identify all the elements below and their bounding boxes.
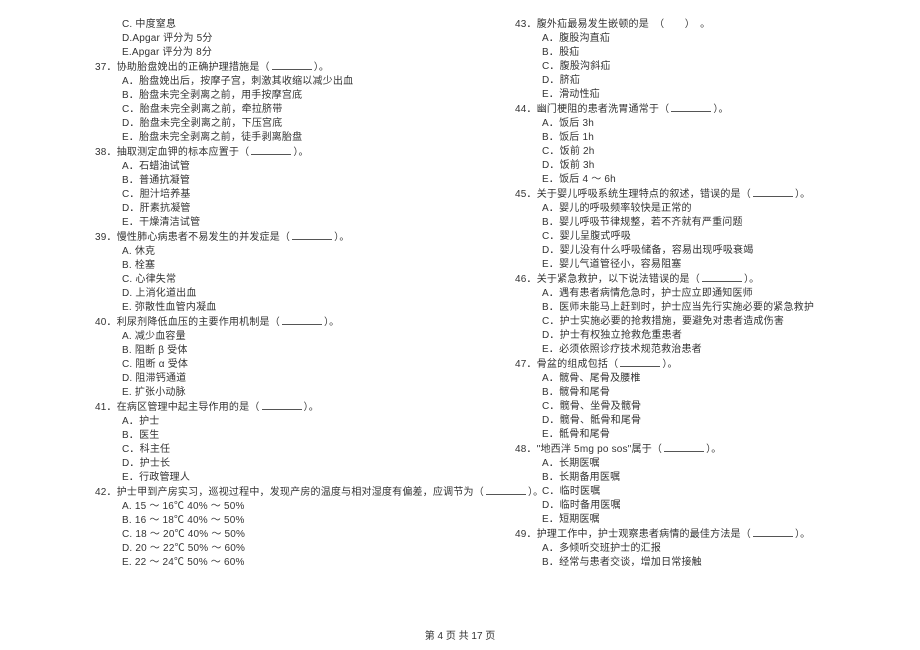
option-line: C. 心律失常 <box>95 273 450 287</box>
option-line: A．胎盘娩出后，按摩子宫，刺激其收缩以减少出血 <box>95 75 450 89</box>
option-line: A. 休克 <box>95 245 450 259</box>
option-line: B．普通抗凝管 <box>95 174 450 188</box>
option-line: B．髋骨和尾骨 <box>515 386 870 400</box>
option-line: D. 20 ～ 22℃ 50% ～ 60% <box>95 542 450 556</box>
option-line: E．骶骨和尾骨 <box>515 428 870 442</box>
question-stem: 45．关于婴儿呼吸系统生理特点的叙述，错误的是（）。 <box>515 187 870 202</box>
question-stem: 40．利尿剂降低血压的主要作用机制是（）。 <box>95 315 450 330</box>
question-stem: 37．协助胎盘娩出的正确护理措施是（）。 <box>95 60 450 75</box>
question-stem: 44．幽门梗阻的患者洗胃通常于（）。 <box>515 102 870 117</box>
option-line: A．多倾听交班护士的汇报 <box>515 542 870 556</box>
option-line: C. 阻断 α 受体 <box>95 358 450 372</box>
left-column: C. 中度窒息D.Apgar 评分为 5分E.Apgar 评分为 8分37．协助… <box>95 18 450 570</box>
answer-blank <box>272 60 312 70</box>
option-line: D．临时备用医嘱 <box>515 499 870 513</box>
option-line: C．腹股沟斜疝 <box>515 60 870 74</box>
answer-blank <box>753 187 793 197</box>
option-line: E．行政管理人 <box>95 471 450 485</box>
option-line: A．护士 <box>95 415 450 429</box>
question-stem: 38．抽取测定血钾的标本应置于（）。 <box>95 145 450 160</box>
option-line: D．胎盘未完全剥离之前，下压宫底 <box>95 117 450 131</box>
option-line: A．遇有患者病情危急时，护士应立即通知医师 <box>515 287 870 301</box>
option-line: E．婴儿气道管径小，容易阻塞 <box>515 258 870 272</box>
answer-blank <box>292 230 332 240</box>
question-stem: 46．关于紧急救护，以下说法错误的是（）。 <box>515 272 870 287</box>
answer-blank <box>620 357 660 367</box>
answer-blank <box>282 315 322 325</box>
option-line: B．股疝 <box>515 46 870 60</box>
option-line: D. 阻滞钙通道 <box>95 372 450 386</box>
question-stem: 49．护理工作中，护士观察患者病情的最佳方法是（）。 <box>515 527 870 542</box>
option-line: C. 中度窒息 <box>95 18 450 32</box>
option-line: D．护士有权独立抢救危重患者 <box>515 329 870 343</box>
option-line: E．短期医嘱 <box>515 513 870 527</box>
option-line: B．医生 <box>95 429 450 443</box>
question-stem: 42．护士甲到产房实习，巡视过程中，发现产房的温度与相对湿度有偏差，应调节为（）… <box>95 485 450 500</box>
option-line: C．髋骨、坐骨及髋骨 <box>515 400 870 414</box>
option-line: B. 栓塞 <box>95 259 450 273</box>
option-line: B．胎盘未完全剥离之前，用手按摩宫底 <box>95 89 450 103</box>
option-line: E．饭后 4 ～ 6h <box>515 173 870 187</box>
option-line: B．医师未能马上赶到时，护士应当先行实施必要的紧急救护 <box>515 301 870 315</box>
option-line: E．必须依照诊疗技术规范救治患者 <box>515 343 870 357</box>
question-stem: 41．在病区管理中起主导作用的是（）。 <box>95 400 450 415</box>
option-line: E.Apgar 评分为 8分 <box>95 46 450 60</box>
question-stem: 39．慢性肺心病患者不易发生的并发症是（）。 <box>95 230 450 245</box>
question-stem: 48．"地西泮 5mg po sos"属于（）。 <box>515 442 870 457</box>
option-line: B. 阻断 β 受体 <box>95 344 450 358</box>
option-line: B. 16 ～ 18℃ 40% ～ 50% <box>95 514 450 528</box>
option-line: C．临时医嘱 <box>515 485 870 499</box>
option-line: C．科主任 <box>95 443 450 457</box>
option-line: E. 扩张小动脉 <box>95 386 450 400</box>
question-stem: 47．骨盆的组成包括（）。 <box>515 357 870 372</box>
option-line: C．饭前 2h <box>515 145 870 159</box>
option-line: C．胎盘未完全剥离之前，牵拉脐带 <box>95 103 450 117</box>
option-line: D．脐疝 <box>515 74 870 88</box>
option-line: D．护士长 <box>95 457 450 471</box>
option-line: C．胆汁培养基 <box>95 188 450 202</box>
answer-blank <box>702 272 742 282</box>
option-line: B．长期备用医嘱 <box>515 471 870 485</box>
option-line: D．髋骨、骶骨和尾骨 <box>515 414 870 428</box>
option-line: C．护士实施必要的抢救措施，要避免对患者造成伤害 <box>515 315 870 329</box>
option-line: C. 18 ～ 20℃ 40% ～ 50% <box>95 528 450 542</box>
right-column: 43．腹外疝最易发生嵌顿的是 （ ） 。A．腹股沟直疝B．股疝C．腹股沟斜疝D．… <box>515 18 870 570</box>
page-footer: 第 4 页 共 17 页 <box>0 627 920 642</box>
option-line: D．饭前 3h <box>515 159 870 173</box>
option-line: E. 弥散性血管内凝血 <box>95 301 450 315</box>
option-line: A. 减少血容量 <box>95 330 450 344</box>
option-line: B．婴儿呼吸节律规整，若不齐就有严重问题 <box>515 216 870 230</box>
option-line: C．婴儿呈腹式呼吸 <box>515 230 870 244</box>
option-line: A．长期医嘱 <box>515 457 870 471</box>
answer-blank <box>671 102 711 112</box>
answer-blank <box>251 145 291 155</box>
question-stem: 43．腹外疝最易发生嵌顿的是 （ ） 。 <box>515 18 870 32</box>
option-line: A．饭后 3h <box>515 117 870 131</box>
option-line: E. 22 ～ 24℃ 50% ～ 60% <box>95 556 450 570</box>
option-line: A．石蜡油试管 <box>95 160 450 174</box>
option-line: B．饭后 1h <box>515 131 870 145</box>
option-line: E．滑动性疝 <box>515 88 870 102</box>
page-content: C. 中度窒息D.Apgar 评分为 5分E.Apgar 评分为 8分37．协助… <box>0 0 920 570</box>
answer-blank <box>753 527 793 537</box>
option-line: E．胎盘未完全剥离之前，徒手剥离胎盘 <box>95 131 450 145</box>
option-line: B．经常与患者交谈，增加日常接触 <box>515 556 870 570</box>
option-line: A．髋骨、尾骨及腰椎 <box>515 372 870 386</box>
answer-blank <box>664 442 704 452</box>
option-line: D.Apgar 评分为 5分 <box>95 32 450 46</box>
option-line: D. 上消化道出血 <box>95 287 450 301</box>
option-line: E．干燥清洁试管 <box>95 216 450 230</box>
option-line: A．腹股沟直疝 <box>515 32 870 46</box>
option-line: D．婴儿没有什么呼吸储备，容易出现呼吸衰竭 <box>515 244 870 258</box>
option-line: A．婴儿的呼吸频率较快是正常的 <box>515 202 870 216</box>
option-line: D．肝素抗凝管 <box>95 202 450 216</box>
answer-blank <box>262 400 302 410</box>
option-line: A. 15 ～ 16℃ 40% ～ 50% <box>95 500 450 514</box>
